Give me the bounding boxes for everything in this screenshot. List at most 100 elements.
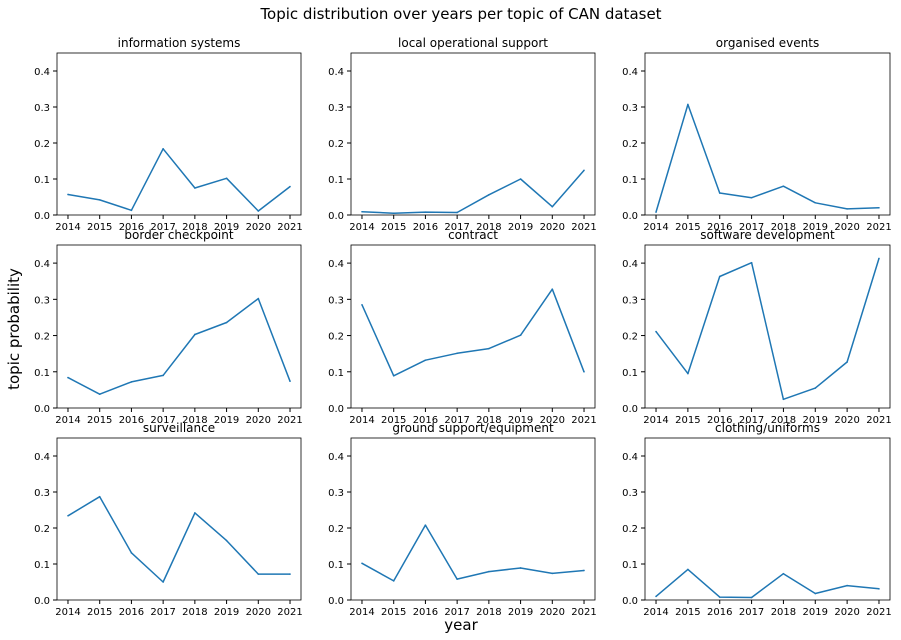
x-tick-label: 2015 bbox=[381, 222, 406, 233]
x-tick-label: 2020 bbox=[540, 415, 565, 426]
x-tick-label: 2014 bbox=[55, 222, 80, 233]
figure-title: Topic distribution over years per topic … bbox=[259, 5, 661, 23]
series-line bbox=[361, 524, 585, 582]
x-tick-label: 2019 bbox=[214, 222, 239, 233]
y-tick-label: 0.0 bbox=[34, 596, 50, 607]
data-point bbox=[878, 257, 880, 260]
x-tick-label: 2016 bbox=[413, 222, 438, 233]
y-tick-label: 0.0 bbox=[622, 596, 638, 607]
x-tick-label: 2017 bbox=[444, 607, 469, 618]
data-point bbox=[162, 147, 164, 150]
x-tick-label: 2020 bbox=[246, 607, 271, 618]
x-tick-label: 2018 bbox=[476, 222, 501, 233]
subplot-title: information systems bbox=[118, 36, 241, 50]
y-tick-label: 0.1 bbox=[622, 175, 638, 186]
x-tick-label: 2014 bbox=[55, 607, 80, 618]
x-tick-label: 2020 bbox=[834, 607, 859, 618]
y-tick-label: 0.4 bbox=[622, 67, 638, 78]
data-point bbox=[130, 209, 133, 212]
y-tick-label: 0.3 bbox=[34, 103, 50, 114]
data-point bbox=[98, 393, 101, 396]
data-point bbox=[750, 596, 753, 599]
x-tick-label: 2021 bbox=[866, 222, 891, 233]
data-point bbox=[814, 592, 817, 595]
y-tick-label: 0.3 bbox=[622, 295, 638, 306]
x-tick-label: 2014 bbox=[643, 607, 668, 618]
data-point bbox=[257, 210, 260, 212]
x-tick-label: 2017 bbox=[444, 222, 469, 233]
subplot-title: border checkpoint bbox=[124, 228, 233, 242]
data-point bbox=[519, 567, 522, 569]
data-point bbox=[846, 361, 848, 363]
y-tick-label: 0.0 bbox=[328, 596, 344, 607]
data-point bbox=[130, 552, 133, 554]
data-point bbox=[687, 568, 689, 571]
data-point bbox=[225, 177, 228, 180]
x-tick-label: 2016 bbox=[707, 607, 732, 618]
y-tick-label: 0.3 bbox=[34, 488, 50, 499]
x-tick-label: 2018 bbox=[476, 415, 501, 426]
data-point bbox=[67, 376, 69, 379]
data-point bbox=[488, 347, 490, 350]
x-tick-label: 2018 bbox=[771, 415, 796, 426]
x-tick-label: 2018 bbox=[182, 415, 207, 426]
y-tick-label: 0.2 bbox=[328, 332, 344, 343]
x-tick-label: 2017 bbox=[150, 607, 175, 618]
x-tick-label: 2018 bbox=[182, 607, 207, 618]
data-point bbox=[878, 588, 880, 590]
y-tick-label: 0.1 bbox=[328, 560, 344, 571]
series-line bbox=[67, 495, 290, 583]
x-tick-label: 2019 bbox=[508, 222, 533, 233]
x-tick-label: 2015 bbox=[87, 607, 112, 618]
data-point bbox=[194, 333, 196, 336]
y-tick-label: 0.4 bbox=[328, 259, 344, 270]
x-tick-label: 2016 bbox=[119, 607, 144, 618]
x-tick-label: 2015 bbox=[675, 222, 700, 233]
x-tick-label: 2019 bbox=[214, 607, 239, 618]
x-tick-label: 2014 bbox=[643, 222, 668, 233]
x-tick-label: 2020 bbox=[834, 415, 859, 426]
subplot-title: organised events bbox=[716, 36, 819, 50]
x-tick-label: 2021 bbox=[866, 607, 891, 618]
data-point bbox=[718, 192, 721, 194]
subplot-title: clothing/uniforms bbox=[715, 421, 820, 435]
data-point bbox=[456, 352, 458, 355]
x-tick-label: 2015 bbox=[87, 222, 112, 233]
x-tick-label: 2018 bbox=[182, 222, 207, 233]
x-axis-label: year bbox=[444, 616, 478, 634]
x-tick-label: 2020 bbox=[834, 222, 859, 233]
data-point bbox=[655, 211, 657, 213]
data-point bbox=[424, 524, 427, 526]
data-point bbox=[162, 374, 164, 377]
series-line bbox=[655, 568, 880, 599]
x-tick-label: 2018 bbox=[771, 222, 796, 233]
y-tick-label: 0.4 bbox=[34, 67, 50, 78]
x-tick-label: 2019 bbox=[803, 222, 828, 233]
data-point bbox=[814, 387, 817, 389]
axes-frame bbox=[350, 437, 596, 601]
data-point bbox=[392, 374, 395, 377]
x-tick-label: 2021 bbox=[866, 415, 891, 426]
data-point bbox=[98, 495, 101, 498]
y-axis-label: topic probability bbox=[5, 268, 23, 390]
x-tick-label: 2017 bbox=[150, 222, 175, 233]
axes-frame bbox=[644, 52, 891, 216]
subplot: surveillance 0.0 0.1 0.2 0.3 0.4 2014 2015 2016 2… bbox=[34, 421, 303, 618]
data-point bbox=[519, 178, 522, 180]
y-tick-label: 0.4 bbox=[622, 452, 638, 463]
x-tick-label: 2017 bbox=[739, 415, 764, 426]
axes-frame bbox=[644, 244, 891, 409]
y-tick-label: 0.4 bbox=[34, 452, 50, 463]
y-tick-label: 0.0 bbox=[622, 211, 638, 222]
x-tick-label: 2020 bbox=[540, 222, 565, 233]
data-point bbox=[655, 595, 657, 598]
x-tick-label: 2017 bbox=[150, 415, 175, 426]
series-line bbox=[67, 148, 291, 212]
x-tick-label: 2021 bbox=[571, 607, 596, 618]
data-point bbox=[519, 334, 522, 336]
x-tick-label: 2020 bbox=[540, 607, 565, 618]
data-point bbox=[289, 573, 291, 575]
x-tick-label: 2015 bbox=[675, 415, 700, 426]
subplot-title: software development bbox=[700, 228, 835, 242]
